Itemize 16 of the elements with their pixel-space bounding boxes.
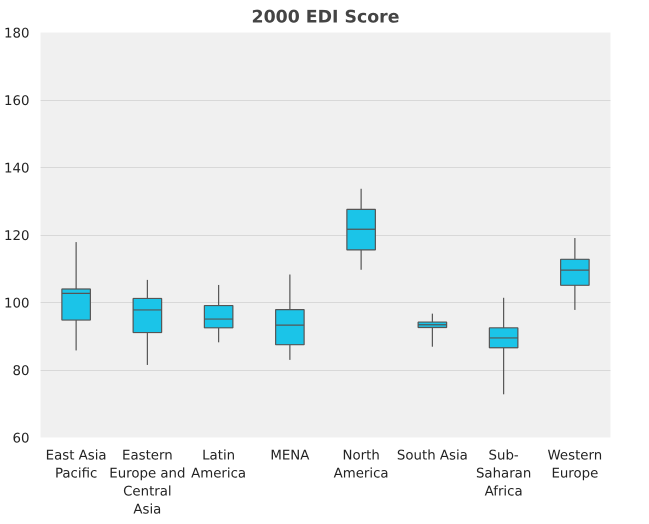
x-tick-label: MENA [270, 448, 310, 464]
x-tick-label: Eastern Europe and Central Asia [109, 448, 186, 518]
x-tick-label: North America [334, 448, 389, 482]
chart-title: 2000 EDI Score [252, 8, 400, 28]
x-tick-label: Sub-Saharan Africa [476, 448, 532, 500]
x-tick-label: East Asia Pacific [46, 448, 107, 482]
x-tick-label: Latin America [191, 448, 246, 482]
y-tick-label: 120 [4, 229, 30, 244]
y-tick-label: 80 [12, 364, 30, 379]
y-tick-label: 140 [4, 162, 30, 176]
y-tick-label: 160 [4, 94, 30, 109]
x-tick-label: Western Europe [548, 448, 602, 482]
y-tick-label: 100 [4, 296, 30, 312]
y-tick-label: 60 [12, 432, 30, 446]
x-tick-label: South Asia [396, 448, 468, 464]
y-tick-label: 180 [4, 26, 30, 42]
